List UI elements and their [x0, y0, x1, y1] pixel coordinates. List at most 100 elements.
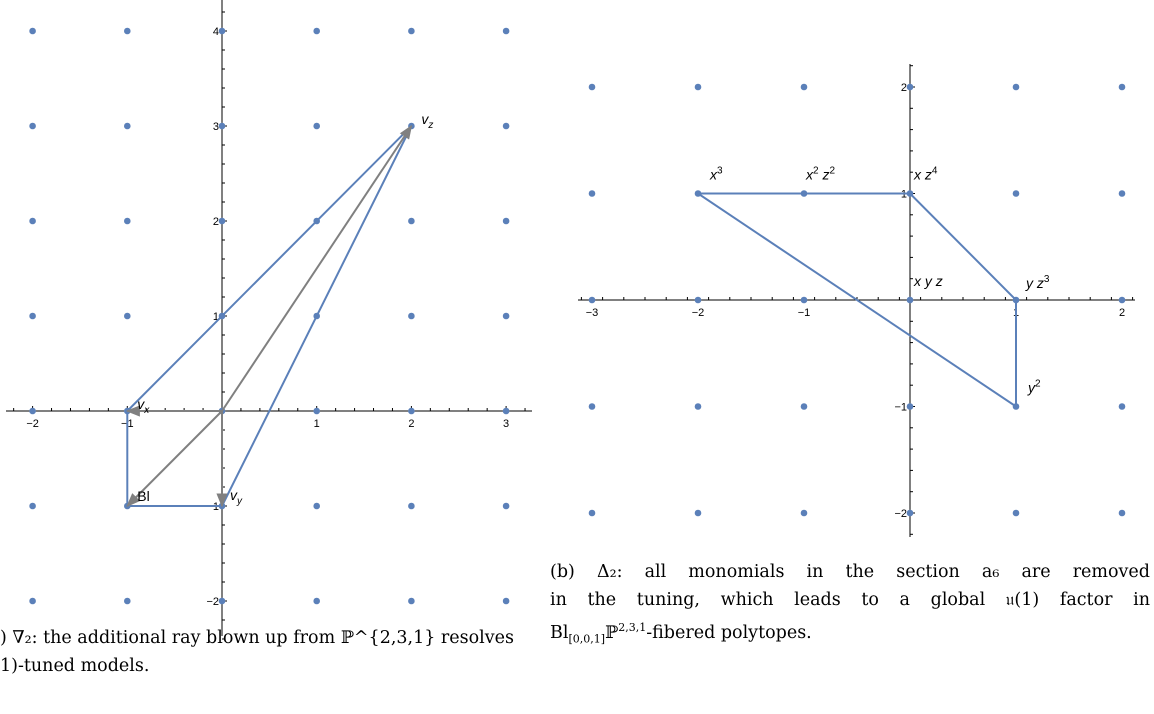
lattice-point: [694, 296, 702, 304]
lattice-point: [218, 122, 226, 130]
caption-bl: Bl: [550, 622, 569, 643]
lattice-point: [29, 312, 36, 320]
polytope-outline: [126, 125, 413, 507]
x-tick-label: −2: [692, 307, 705, 319]
lattice-point: [124, 312, 131, 320]
lattice-point: [124, 27, 131, 35]
monomial-label: y z3: [1025, 274, 1050, 291]
lattice-point: [313, 122, 321, 130]
lattice-point: [408, 407, 415, 415]
monomial-label: x y z: [913, 273, 943, 289]
lattice-point: [408, 502, 415, 510]
x-tick-label: 2: [408, 418, 414, 430]
lattice-point: [800, 83, 808, 91]
x-tick-label: 2: [1119, 307, 1125, 319]
lattice-point: [29, 27, 36, 35]
lattice-point: [313, 502, 321, 510]
monomial-label: x2 z2: [805, 166, 835, 183]
y-tick-label: 4: [213, 26, 219, 38]
lattice-point: [408, 217, 415, 225]
lattice-point: [906, 509, 914, 517]
lattice-point: [29, 597, 36, 605]
caption-tail: -fibered polytopes.: [646, 622, 812, 643]
lattice-point: [502, 27, 510, 35]
polytope-outline: [694, 192, 1017, 409]
lattice-point: [1012, 509, 1020, 517]
lattice-point: [218, 597, 226, 605]
x-tick-label: −1: [798, 307, 811, 319]
figure-b-caption: (b) Δ₂: all monomials in the section a₆ …: [550, 558, 1150, 653]
label-bl: Bl: [137, 488, 149, 504]
lattice-point: [1118, 83, 1126, 91]
x-tick-label: −3: [586, 307, 599, 319]
lattice-point: [218, 27, 226, 35]
lattice-point: [800, 296, 808, 304]
x-tick-label: −2: [26, 418, 39, 430]
lattice-point: [124, 597, 131, 605]
caption-p-sup: 2,3,1: [618, 621, 647, 634]
monomial-label: x z4: [913, 166, 938, 183]
lattice-point: [408, 27, 415, 35]
figure-b-caption-line-3: Bl[0,0,1]ℙ2,3,1-fibered polytopes.: [550, 614, 1150, 653]
lattice-point: [502, 312, 510, 320]
y-tick-label: 2: [901, 82, 907, 94]
lattice-point: [906, 83, 914, 91]
lattice-point: [588, 83, 596, 91]
caption-p: ℙ: [605, 622, 619, 643]
lattice-point: [313, 27, 321, 35]
x-tick-label: 1: [314, 418, 320, 430]
lattice-point: [502, 597, 510, 605]
lattice-point: [29, 122, 36, 130]
lattice-point: [502, 122, 510, 130]
figure-b-caption-line-2: in the tuning, which leads to a global 𝔲…: [550, 590, 1150, 610]
lattice-point: [588, 190, 596, 197]
lattice-point: [694, 403, 702, 410]
lattice-point: [408, 312, 415, 320]
figure-a-caption-line-1: ) ∇₂: the additional ray blown up from ℙ…: [0, 628, 514, 648]
lattice-point: [1118, 296, 1126, 304]
lattice-point: [588, 403, 596, 410]
y-tick-label: 2: [213, 216, 219, 228]
lattice-point: [313, 597, 321, 605]
x-tick-label: 3: [503, 418, 509, 430]
lattice-point: [218, 217, 226, 225]
lattice-point: [1118, 509, 1126, 517]
lattice-point: [1118, 403, 1126, 410]
monomial-label: x3: [709, 166, 723, 183]
lattice-point: [800, 509, 808, 517]
lattice-point: [408, 597, 415, 605]
lattice-point: [29, 407, 36, 415]
label-vx: vx: [137, 396, 150, 416]
label-vy: vy: [230, 487, 243, 507]
lattice-point: [29, 502, 36, 510]
lattice-point: [124, 122, 131, 130]
y-tick-label: 1: [213, 311, 219, 323]
y-tick-label: −2: [894, 508, 907, 520]
ray-bl: [126, 410, 223, 507]
lattice-point: [694, 509, 702, 517]
lattice-point: [588, 509, 596, 517]
caption-bl-sub: [0,0,1]: [568, 632, 606, 646]
y-tick-label: 3: [213, 121, 219, 133]
label-vz: vz: [421, 111, 433, 131]
figure-b-caption-line-1: (b) Δ₂: all monomials in the section a₆ …: [550, 562, 1150, 582]
lattice-point: [800, 403, 808, 410]
lattice-point: [1118, 190, 1126, 197]
figure-a-caption: ) ∇₂: the additional ray blown up from ℙ…: [0, 624, 560, 680]
lattice-point: [906, 296, 914, 304]
lattice-point: [1012, 83, 1020, 91]
y-tick-label: −2: [206, 596, 219, 608]
lattice-point: [313, 407, 321, 415]
lattice-point: [694, 83, 702, 91]
y-tick-label: −1: [894, 402, 907, 414]
lattice-point: [502, 502, 510, 510]
lattice-point: [1012, 190, 1020, 197]
lattice-point: [124, 217, 131, 225]
figure-a-caption-line-2: 1)-tuned models.: [0, 656, 150, 676]
lattice-point: [29, 217, 36, 225]
lattice-point: [502, 217, 510, 225]
ray-v-z: [221, 124, 413, 412]
monomial-label: y2: [1027, 379, 1041, 396]
